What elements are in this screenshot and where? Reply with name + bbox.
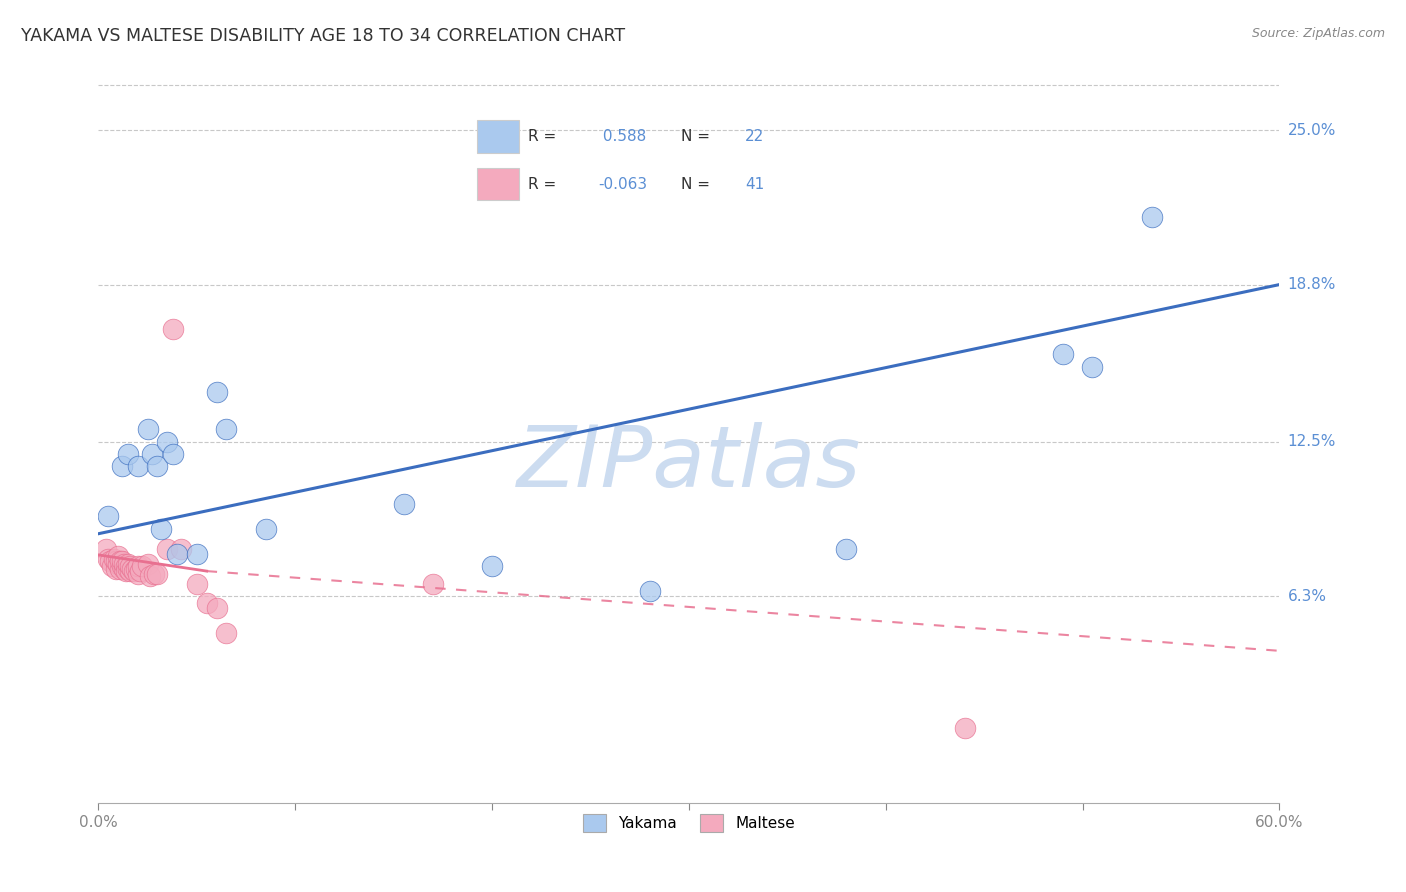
Point	[101, 559, 124, 574]
Point	[254, 522, 277, 536]
Point	[107, 549, 129, 563]
Point	[186, 576, 208, 591]
Point	[215, 422, 238, 436]
Point	[146, 566, 169, 581]
Point	[136, 557, 159, 571]
Point	[142, 566, 165, 581]
Point	[108, 561, 131, 575]
Point	[186, 547, 208, 561]
Point	[118, 564, 141, 578]
Point	[162, 447, 184, 461]
Point	[156, 434, 179, 449]
Point	[136, 422, 159, 436]
Point	[125, 561, 148, 575]
Point	[105, 561, 128, 575]
Point	[835, 541, 858, 556]
Point	[638, 584, 661, 599]
Point	[481, 559, 503, 574]
Point	[162, 322, 184, 336]
Point	[111, 459, 134, 474]
Point	[127, 459, 149, 474]
Point	[117, 561, 139, 575]
Point	[96, 541, 118, 556]
Point	[166, 547, 188, 561]
Point	[127, 566, 149, 581]
Point	[953, 721, 976, 735]
Point	[111, 559, 134, 574]
Point	[107, 557, 129, 571]
Point	[117, 557, 139, 571]
Text: Source: ZipAtlas.com: Source: ZipAtlas.com	[1251, 27, 1385, 40]
Point	[108, 554, 131, 568]
Point	[141, 447, 163, 461]
Point	[97, 551, 120, 566]
Point	[97, 509, 120, 524]
Text: 12.5%: 12.5%	[1288, 434, 1336, 449]
Point	[103, 551, 125, 566]
Point	[127, 559, 149, 574]
Point	[195, 597, 218, 611]
Point	[170, 541, 193, 556]
Point	[112, 557, 135, 571]
Point	[115, 559, 138, 574]
Point	[146, 459, 169, 474]
Point	[111, 554, 134, 568]
Text: 18.8%: 18.8%	[1288, 277, 1336, 292]
Text: ZIPatlas: ZIPatlas	[517, 422, 860, 505]
Point	[1052, 347, 1074, 361]
Point	[392, 497, 415, 511]
Point	[121, 561, 143, 575]
Point	[205, 384, 228, 399]
Point	[122, 564, 145, 578]
Text: 25.0%: 25.0%	[1288, 122, 1336, 137]
Point	[1140, 211, 1163, 225]
Text: YAKAMA VS MALTESE DISABILITY AGE 18 TO 34 CORRELATION CHART: YAKAMA VS MALTESE DISABILITY AGE 18 TO 3…	[21, 27, 626, 45]
Point	[115, 564, 138, 578]
Point	[205, 601, 228, 615]
Point	[156, 541, 179, 556]
Point	[98, 554, 121, 568]
Point	[117, 447, 139, 461]
Legend: Yakama, Maltese: Yakama, Maltese	[576, 807, 801, 838]
Point	[150, 522, 173, 536]
Point	[118, 559, 141, 574]
Point	[422, 576, 444, 591]
Point	[128, 564, 150, 578]
Point	[215, 626, 238, 640]
Point	[1081, 359, 1104, 374]
Point	[131, 559, 153, 574]
Point	[138, 569, 160, 583]
Point	[105, 554, 128, 568]
Point	[112, 561, 135, 575]
Text: 6.3%: 6.3%	[1288, 589, 1327, 604]
